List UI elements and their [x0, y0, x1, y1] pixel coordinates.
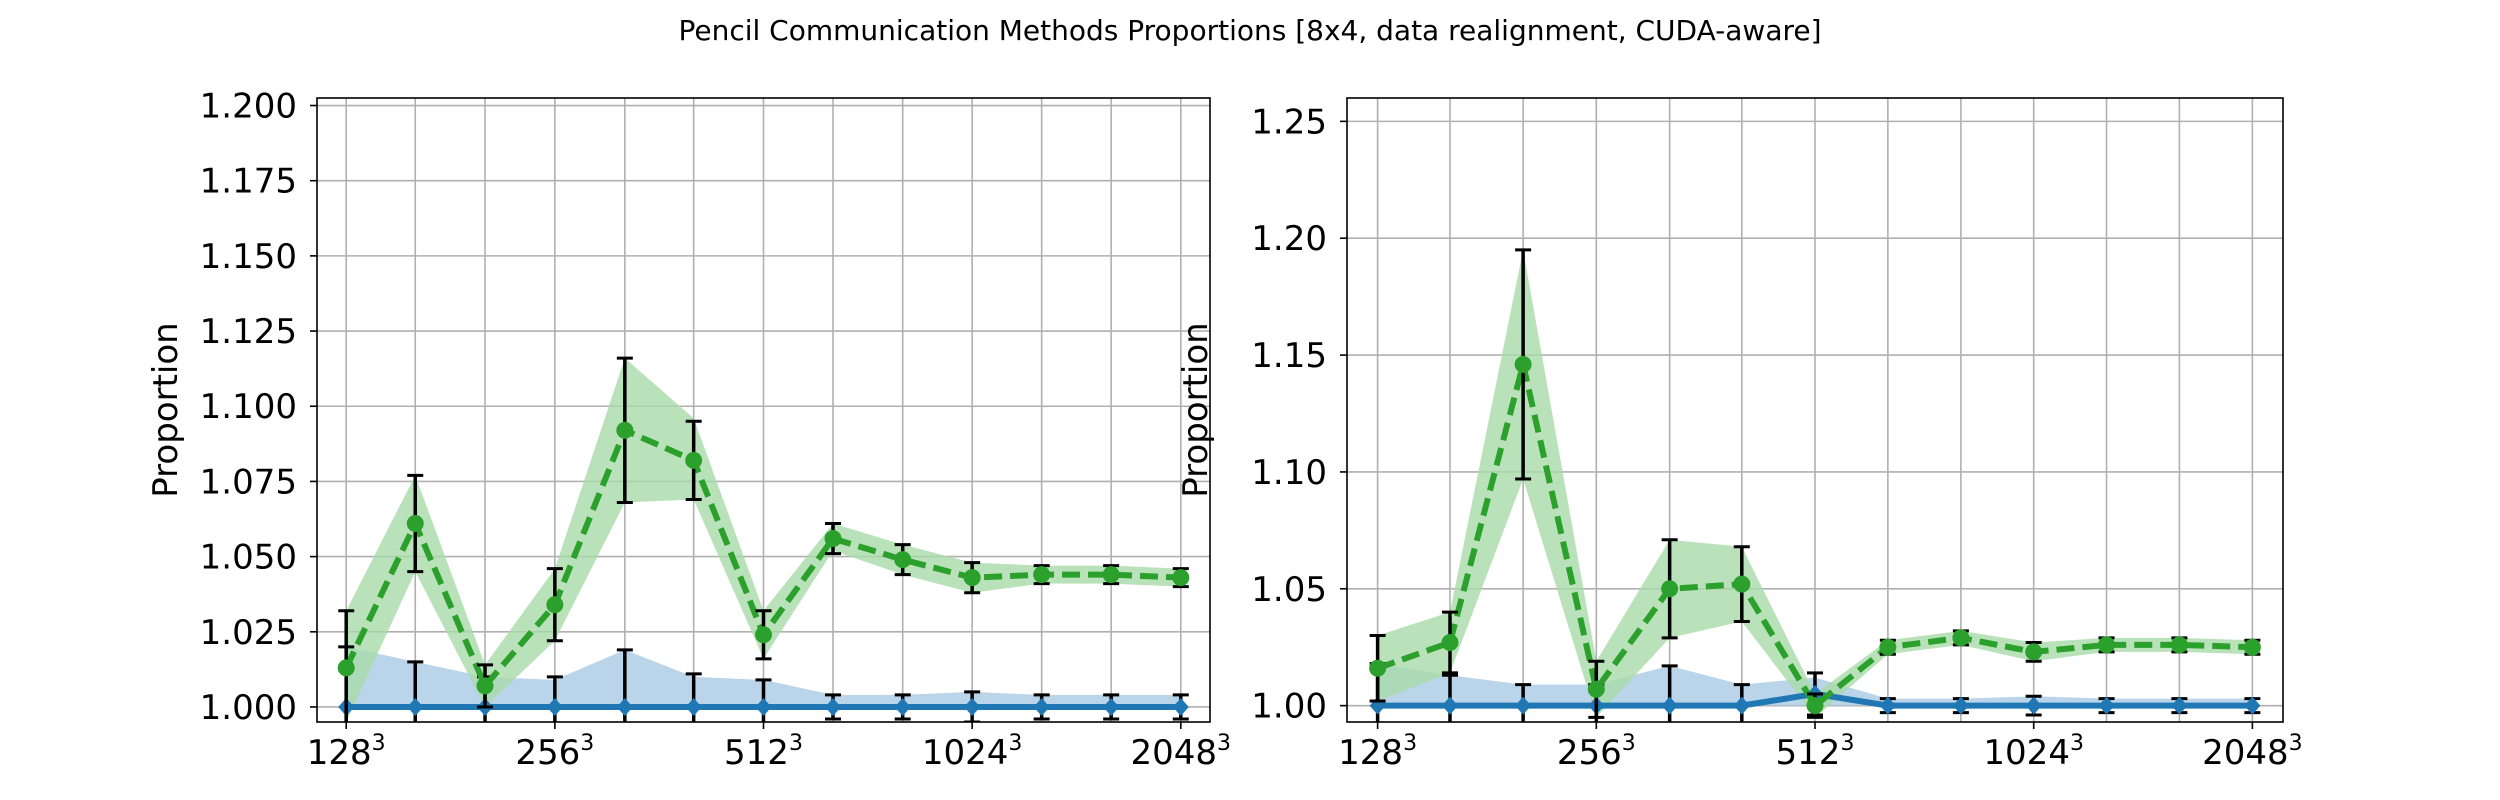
series-b-point [1172, 569, 1190, 587]
series-a-point [2098, 696, 2115, 715]
series-b-point [2243, 638, 2261, 656]
y-axis-label: Proportion [146, 322, 186, 497]
y-tick-label: 1.15 [1251, 336, 1327, 376]
y-tick-label: 1.175 [200, 162, 297, 202]
series-a-point [1733, 696, 1750, 715]
chart-panel-left: 1.000 1.025 1.050 1.075 1.100 1.125 1.150 1.175… [146, 87, 1231, 773]
series-b-point [755, 626, 772, 644]
y-tick-label: 1.125 [200, 312, 297, 352]
series-a-point [755, 697, 772, 716]
series-b-point [2170, 636, 2188, 654]
x-tick-label: 5123 [1776, 731, 1855, 773]
chart-panel-right: 1.00 1.05 1.10 1.15 1.20 1.25 1283 2563 5123 1024… [1176, 97, 2303, 773]
x-tick-label: 20483 [2202, 731, 2303, 773]
series-b-point [476, 677, 494, 695]
series-b-point [2098, 636, 2116, 654]
y-tick-label: 1.050 [200, 538, 297, 578]
series-b-point [1952, 629, 1970, 647]
series-b-point [2025, 643, 2043, 661]
series-b-point [1587, 680, 1605, 698]
series-a-point [407, 697, 424, 716]
plot-frame [316, 97, 1211, 723]
y-tick-label: 1.150 [200, 237, 297, 277]
y-tick-label: 1.000 [200, 688, 297, 728]
x-tick-label: 1283 [1338, 731, 1417, 773]
y-tick-label: 1.025 [200, 613, 297, 653]
series-b-point [1441, 634, 1459, 652]
series-b-point [1102, 566, 1120, 584]
data-layer [1369, 248, 2261, 722]
series-b-point [824, 530, 842, 548]
series-a-point [1515, 696, 1532, 715]
series-a-point [1033, 697, 1050, 716]
y-tick-label: 1.05 [1251, 570, 1327, 610]
series-a-point [685, 697, 702, 716]
series-a-point [2244, 696, 2261, 715]
series-b-point [1806, 697, 1824, 715]
series-b-point [685, 451, 703, 469]
series-a-point [964, 697, 981, 716]
series-b-point [963, 569, 981, 587]
series-a-point [1879, 696, 1896, 715]
y-tick-label: 1.20 [1251, 219, 1327, 259]
x-tick-label: 20483 [1131, 731, 1232, 773]
y-tick-label: 1.200 [200, 87, 297, 127]
x-tick-label: 2563 [1557, 731, 1636, 773]
data-layer [337, 356, 1190, 722]
series-a-point [1952, 696, 1969, 715]
series-a-point [2025, 696, 2042, 715]
series-b-point [546, 596, 564, 614]
y-tick-label: 1.100 [200, 387, 297, 427]
x-tick-label: 5123 [724, 731, 803, 773]
series-a-point [894, 697, 911, 716]
series-b-point [1733, 575, 1751, 593]
series-a-point [2171, 696, 2188, 715]
series-b-point [337, 659, 355, 677]
y-tick-label: 1.25 [1251, 102, 1327, 142]
y-tick-label: 1.10 [1251, 453, 1327, 493]
x-tick-label: 2563 [515, 731, 594, 773]
series-a-point [1103, 697, 1120, 716]
series-a-point [1661, 696, 1678, 715]
x-tick-label: 1283 [307, 731, 386, 773]
series-b-point [1514, 355, 1532, 373]
series-b-point [894, 551, 912, 569]
x-tick-label: 10243 [922, 731, 1023, 773]
y-tick-label: 1.075 [200, 462, 297, 502]
series-b-point [1661, 580, 1679, 598]
series-a-point [825, 697, 842, 716]
series-a-point [1441, 696, 1458, 715]
figure-title: Pencil Communication Methods Proportions… [678, 14, 1821, 47]
y-axis-label: Proportion [1176, 322, 1216, 497]
series-a-point [1172, 697, 1189, 716]
series-b-point [1879, 638, 1897, 656]
series-b-point [406, 515, 424, 533]
series-b-point [1033, 566, 1051, 584]
series-a-point [616, 697, 633, 716]
series-b-band [1377, 249, 2253, 718]
series-b-point [1369, 659, 1387, 677]
series-a-point [546, 697, 563, 716]
series-b-point [616, 421, 634, 439]
plot-frame [1346, 97, 2284, 723]
y-tick-label: 1.00 [1251, 687, 1327, 727]
x-tick-label: 10243 [1983, 731, 2084, 773]
